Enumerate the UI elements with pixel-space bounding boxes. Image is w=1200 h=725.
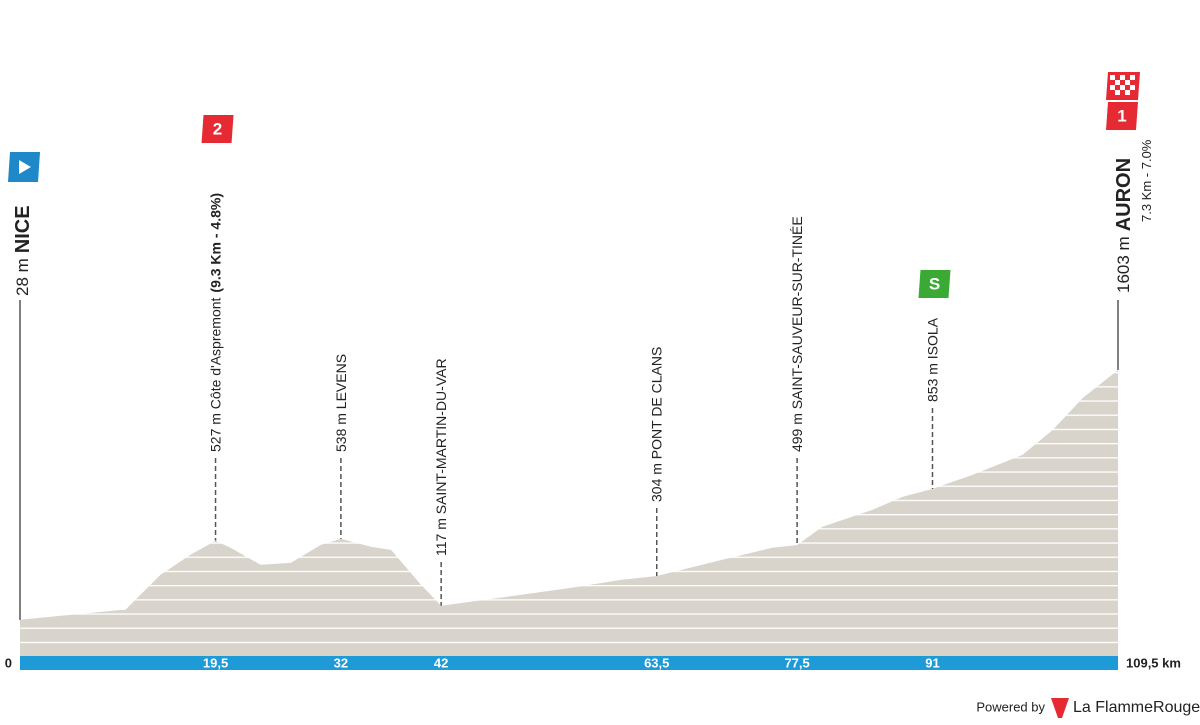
finish-badge: 1 [1117, 106, 1126, 125]
finish-badge-shape [1106, 102, 1138, 130]
waypoint-text: 499 m SAINT-SAUVEUR-SUR-TINÉE [789, 216, 805, 452]
waypoint-label: 117 m SAINT-MARTIN-DU-VAR [433, 358, 449, 556]
waypoint-label: 527 m Côte d'Aspremont [207, 297, 223, 452]
km-label: 42 [434, 655, 448, 670]
waypoint-label: 853 m ISOLA [924, 317, 940, 402]
waypoint-badge-shape [201, 115, 234, 143]
brand: La FlammeRouge [1073, 699, 1200, 716]
km-label: 19,5 [203, 655, 228, 670]
waypoint-label: 499 m SAINT-SAUVEUR-SUR-TINÉE [789, 216, 805, 452]
km-label: 77,5 [784, 655, 809, 670]
waypoint-text: 304 m PONT DE CLANS [648, 347, 664, 502]
climb-info: (9.3 Km - 4.8%) [207, 193, 223, 293]
finish-climb: 7.3 Km - 7.0% [1139, 139, 1154, 222]
start-arrow [19, 160, 31, 174]
finish-text: 1603 m AURON [1113, 158, 1135, 293]
finish-flag [1106, 72, 1140, 100]
finish-climb-info: 7.3 Km - 7.0% [1139, 139, 1154, 222]
brand-logo [1051, 698, 1069, 718]
km-label: 109,5 km [1126, 655, 1181, 670]
km-label: 91 [925, 655, 939, 670]
waypoint-badge: 2 [213, 119, 222, 138]
km-label: 63,5 [644, 655, 669, 670]
waypoint-label: 304 m PONT DE CLANS [648, 347, 664, 502]
start-elevation: 28 m [13, 258, 32, 296]
finish-name: AURON [1113, 158, 1135, 231]
elevation-profile [20, 370, 1118, 656]
km-label: 0 [5, 655, 12, 670]
km-label: 32 [334, 655, 348, 670]
start-text: 28 m NICE [12, 205, 34, 296]
waypoint-badge: S [929, 274, 940, 293]
waypoint-text: 117 m SAINT-MARTIN-DU-VAR [433, 358, 449, 556]
distance-bar [20, 656, 1118, 670]
waypoint-text: 853 m ISOLA [924, 317, 940, 402]
powered-by: Powered by [976, 699, 1045, 714]
waypoint-label: 538 m LEVENS [333, 354, 349, 452]
waypoint-text: 527 m Côte d'Aspremont (9.3 Km - 4.8%) [207, 193, 223, 452]
waypoint-text: 538 m LEVENS [333, 354, 349, 452]
waypoint-badge-shape [918, 270, 951, 298]
finish-elevation: 1603 m [1114, 236, 1133, 293]
start-name: NICE [12, 205, 34, 253]
